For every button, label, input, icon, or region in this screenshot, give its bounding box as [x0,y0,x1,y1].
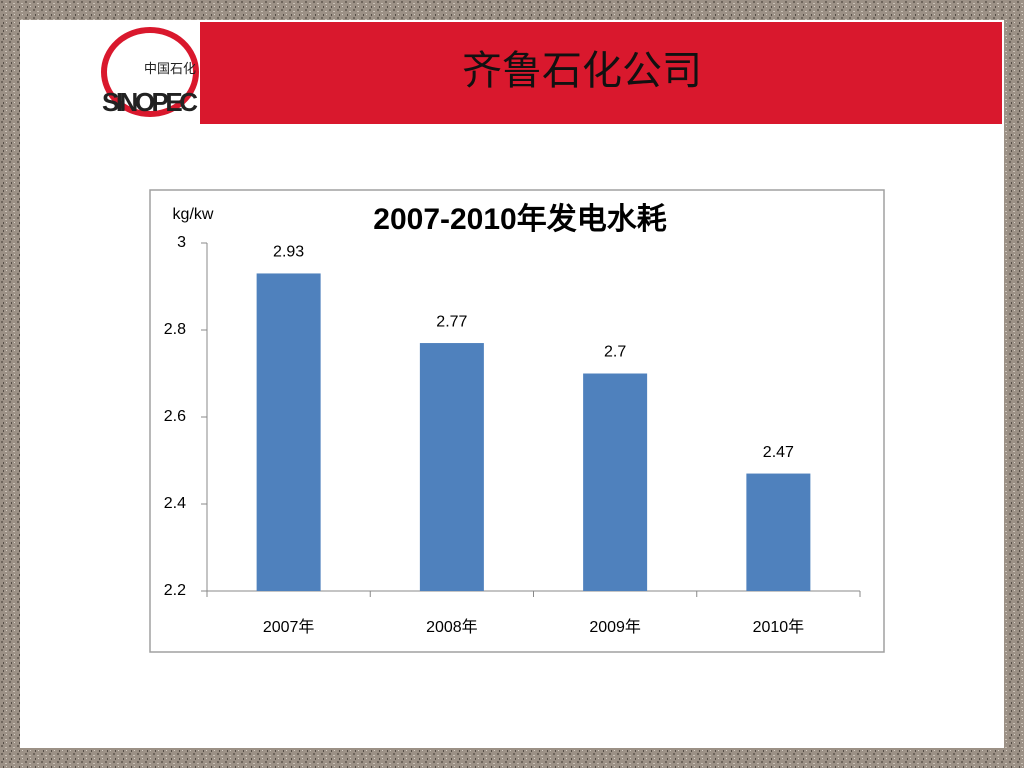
logo: 中国石化 SINOPEC [101,27,199,117]
y-tick-label: 2.8 [164,321,186,338]
bar [256,273,321,591]
chart-title: 2007-2010年发电水耗 [373,203,666,236]
bar [419,343,484,591]
logo-en: SINOPEC [102,87,198,117]
bar [746,473,811,591]
y-tick-label: 2.6 [164,408,186,425]
data-label: 2.77 [436,313,467,330]
logo-cn: 中国石化 [144,61,196,76]
y-tick-label: 2.2 [164,582,186,599]
bar [583,373,648,591]
data-label: 2.47 [763,444,794,461]
x-tick-label: 2009年 [589,618,641,636]
logo-ring [101,27,199,117]
y-tick-label: 3 [177,234,186,251]
x-tick-label: 2008年 [426,618,478,636]
x-tick-label: 2010年 [753,618,805,636]
data-label: 2.7 [604,344,626,361]
y-tick-label: 2.4 [164,495,186,512]
data-label: 2.93 [273,244,304,261]
slide-title: 齐鲁石化公司 [462,48,702,93]
x-tick-label: 2007年 [263,618,315,636]
header-band [200,22,1002,124]
y-axis-label: kg/kw [173,206,214,223]
